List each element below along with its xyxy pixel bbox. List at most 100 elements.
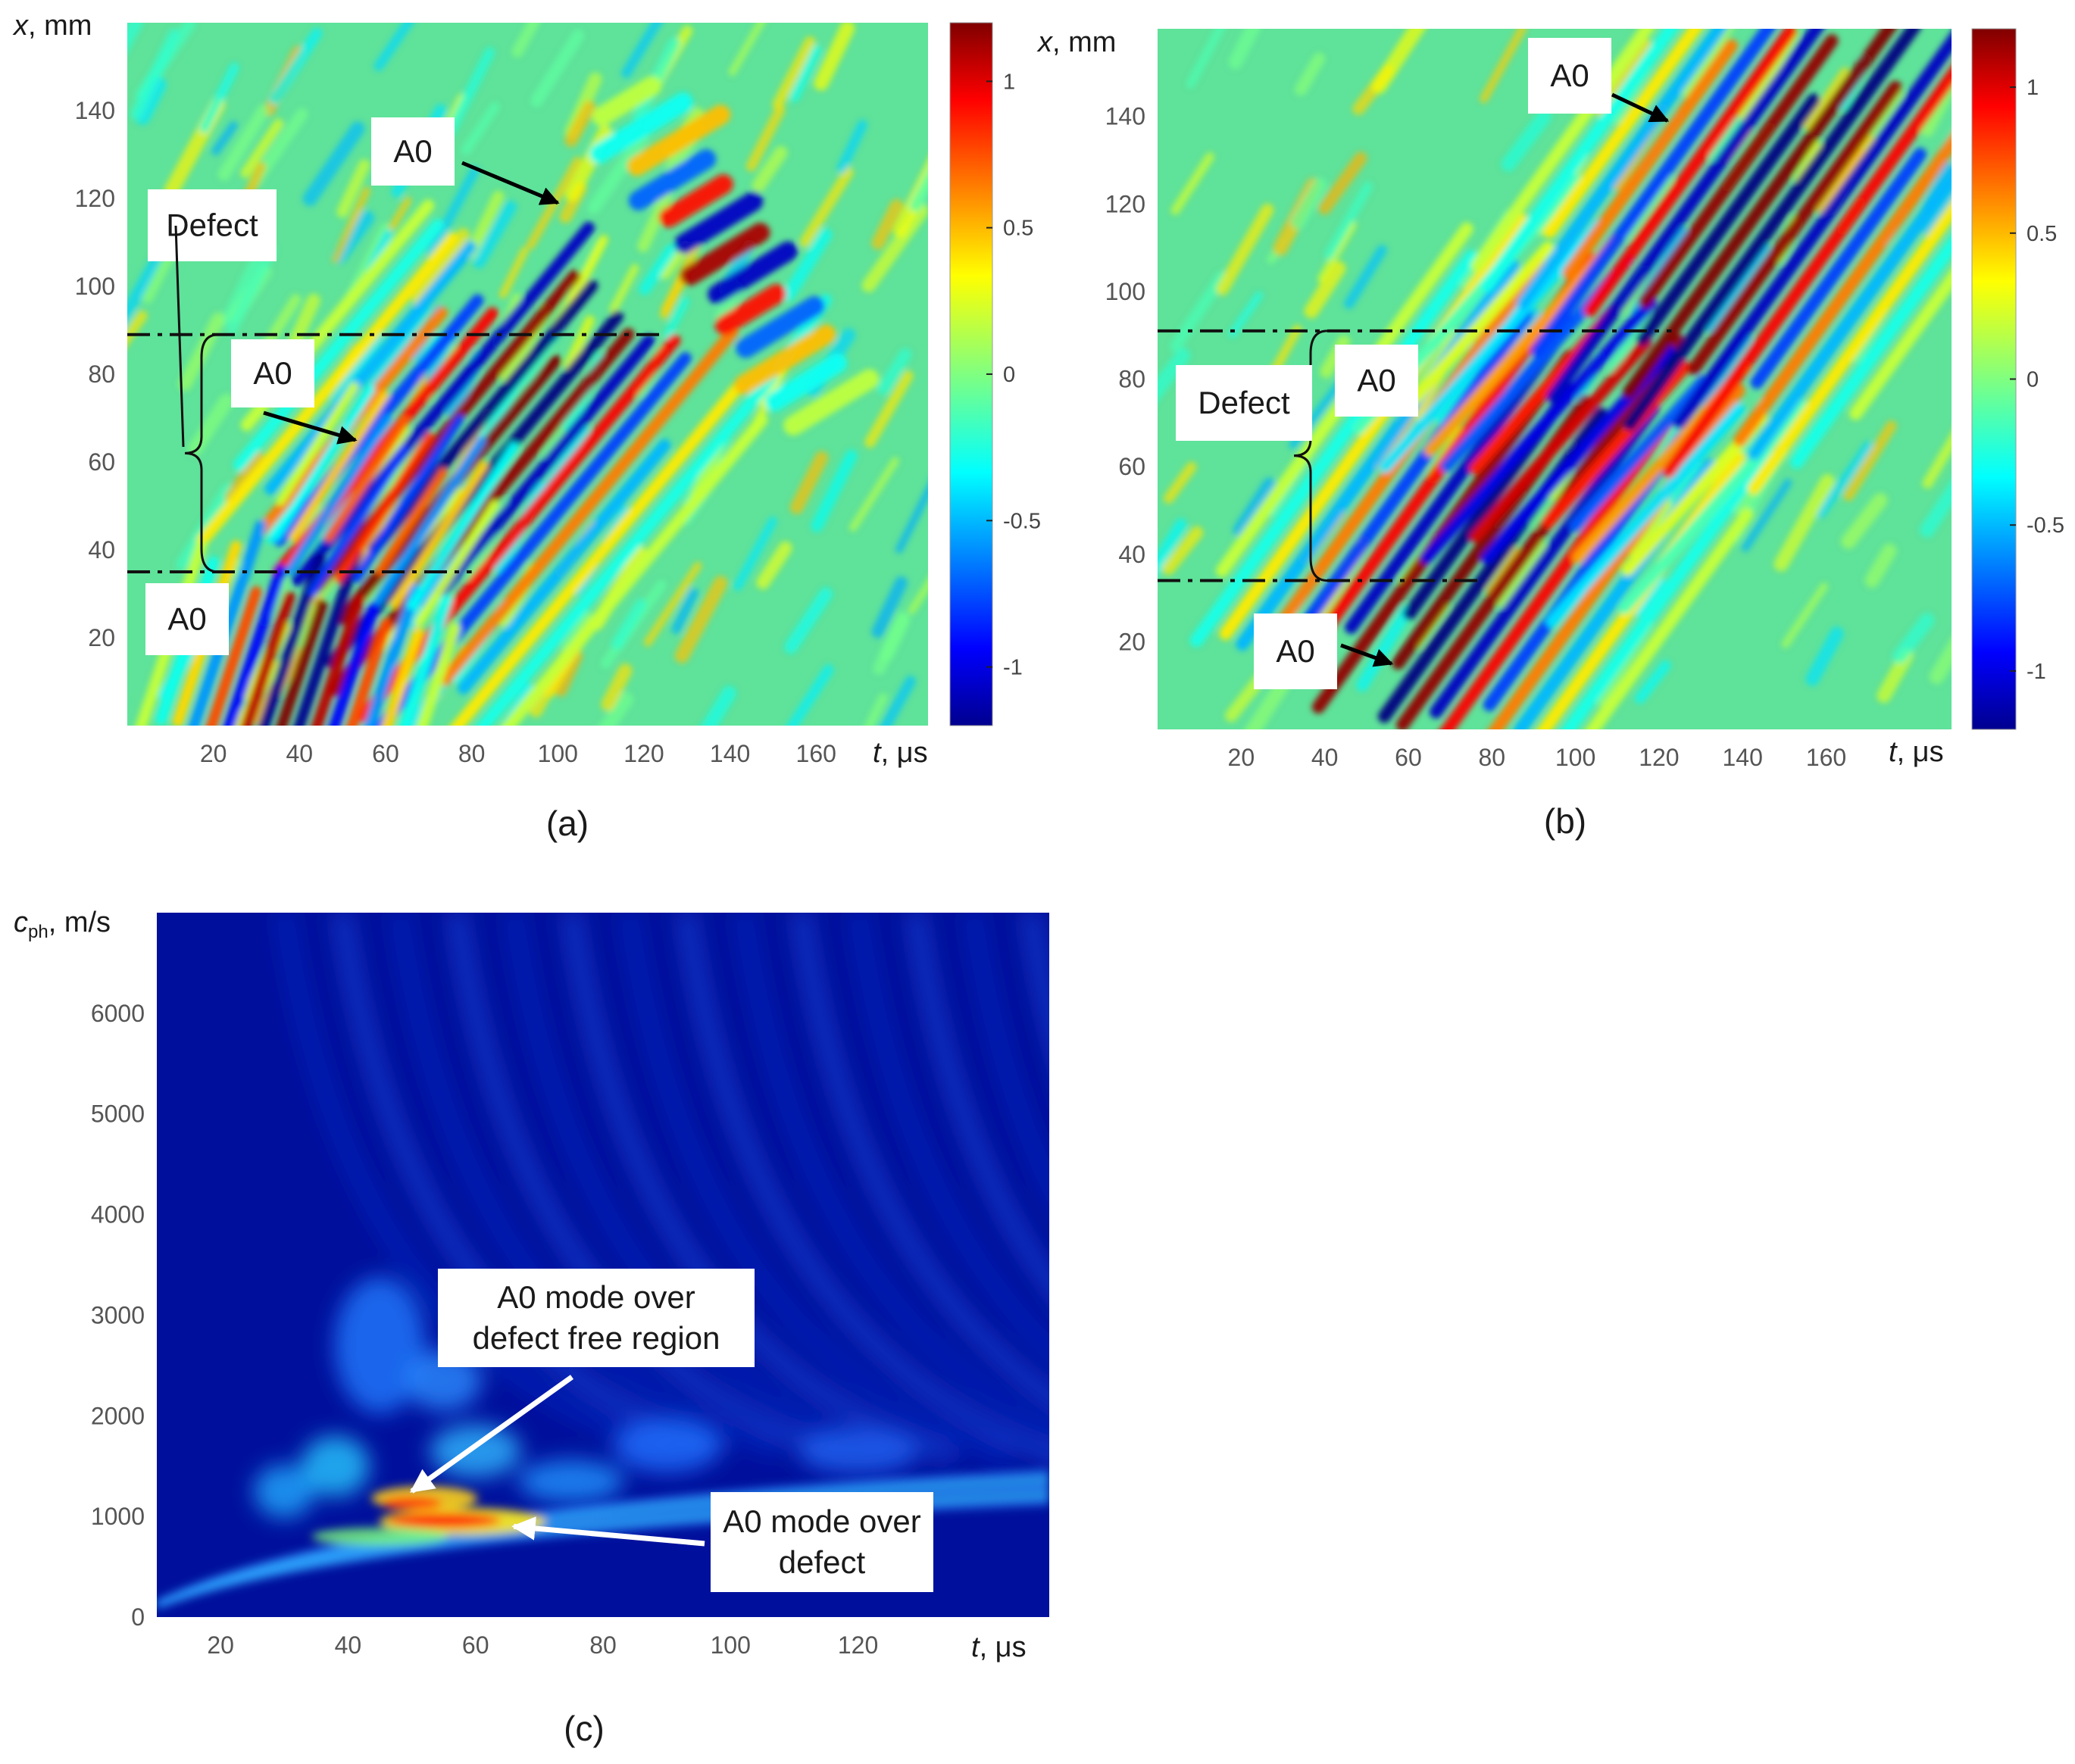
dispersion-curve [389, 913, 785, 1460]
panel-b-defect-brace [1293, 329, 1328, 582]
wave-stripe [269, 27, 323, 105]
panel-b-annotation-arrow [1340, 643, 1394, 667]
wave-stripe [663, 296, 690, 339]
wave-stripe [639, 244, 677, 295]
wave-stripe [352, 414, 464, 583]
panel-a-y-tick-label: 20 [88, 624, 115, 651]
panel-b-annotation-label-box [1335, 345, 1418, 417]
wave-stripe [627, 105, 731, 176]
wave-stripe [736, 295, 825, 358]
wave-stripe [1170, 271, 1228, 352]
wave-stripe [1635, 577, 1667, 618]
wave-stripe [674, 191, 764, 254]
panel-c-y-tick-label: 1000 [91, 1503, 145, 1530]
wave-stripe [1662, 65, 1952, 478]
wave-stripe [1741, 479, 1792, 552]
wave-stripe [848, 457, 899, 532]
wave-stripe [346, 618, 392, 726]
wave-stripe [643, 561, 702, 647]
wave-stripe [611, 598, 647, 650]
energy-blob [254, 1464, 315, 1518]
panel-c-annotation-arrow [511, 1516, 705, 1547]
panel-c: 0 1000 2000 3000 4000 5000 6000 20 40 60 80 100 120… [14, 907, 1049, 1748]
panel-b-x-tick-label: 140 [1723, 744, 1763, 771]
panel-c-x-ticks: 20 40 60 80 100 120 [207, 1631, 878, 1659]
wave-stripe [311, 593, 365, 726]
panel-c-y-tick-label: 2000 [91, 1402, 145, 1429]
wave-stripe [1920, 479, 1952, 538]
wave-stripe [332, 211, 375, 264]
wave-stripe [658, 174, 733, 228]
wave-stripe [671, 588, 699, 635]
wave-stripe [1561, 447, 1773, 729]
wave-stripe [199, 62, 239, 133]
wave-stripe [786, 664, 834, 726]
wave-stripe [375, 467, 448, 576]
wave-stripe [1773, 473, 1835, 572]
wave-stripe [1233, 477, 1277, 537]
wave-stripe [127, 247, 167, 325]
wave-stripe [217, 104, 270, 181]
wave-stripe [308, 445, 409, 597]
wave-stripe [476, 370, 779, 726]
wave-stripe [1430, 401, 1660, 719]
wave-stripe [1219, 213, 1529, 640]
wave-stripe [784, 587, 833, 654]
wave-stripe [728, 23, 766, 76]
wave-stripe [680, 223, 770, 286]
wave-stripe [1158, 518, 1187, 575]
wave-stripe [1815, 148, 1867, 214]
panel-b-y-tick-label: 80 [1118, 366, 1145, 393]
wave-stripe [398, 594, 453, 726]
hot-spot [381, 1496, 442, 1510]
hot-spot [311, 1527, 448, 1546]
wave-stripe [450, 382, 743, 726]
wave-stripe [601, 663, 633, 712]
panel-c-x-tick-label: 80 [589, 1631, 617, 1659]
wave-stripe [1841, 492, 1888, 549]
panel-c-annotation-label: A0 mode over [723, 1503, 920, 1539]
panel-b-y-tick-label: 40 [1118, 541, 1145, 568]
wave-stripe [1546, 29, 1824, 403]
wave-stripe [1922, 181, 1952, 236]
wave-stripe [628, 149, 717, 211]
panel-a-annotation-label: A0 [253, 355, 292, 391]
wave-stripe [276, 382, 359, 506]
panel-a-x-ticks: 20 40 60 80 100 120 140 160 [200, 740, 836, 767]
panel-b-y-tick-label: 140 [1105, 103, 1145, 130]
panel-b-annotations: A0 A0 Defect A0 [1158, 38, 1672, 689]
panel-a-annotation-arrow [263, 411, 358, 445]
wave-stripe [880, 613, 911, 662]
panel-a: 20 40 60 80 100 120 140 20 40 60 80 100 120 140 160 1… [12, 10, 1041, 843]
wave-stripe [1228, 29, 1261, 70]
panel-a-colorbar-ticks: 1 0.5 0 -0.5 -1 [986, 70, 1041, 680]
wave-stripe [561, 611, 592, 652]
wave-stripe [1318, 151, 1367, 215]
wave-stripe [324, 415, 410, 543]
panel-a-annotations: A0 Defect A0 A0 [127, 117, 666, 655]
wave-stripe [336, 159, 370, 218]
panel-a-x-tick-label: 120 [623, 740, 664, 767]
panel-c-x-tick-label: 100 [711, 1631, 751, 1659]
wave-stripe [1704, 242, 1770, 333]
wave-stripe [1244, 673, 1293, 729]
panel-c-annotation-label: A0 mode over [497, 1279, 695, 1315]
wave-stripe [1892, 613, 1935, 663]
wave-stripe [864, 370, 914, 448]
energy-blob [334, 1277, 426, 1414]
wave-stripe [389, 461, 489, 609]
wave-stripe [1636, 93, 1820, 346]
wave-stripe [223, 564, 287, 726]
panel-a-x-tick-label: 80 [458, 740, 486, 767]
panel-b-y-tick-label: 100 [1105, 278, 1145, 305]
panel-a-x-tick-label: 20 [200, 740, 227, 767]
panel-b-x-tick-label: 100 [1555, 744, 1595, 771]
panel-c-annotation-arrow [410, 1375, 574, 1494]
wave-stripe [1545, 402, 1745, 628]
wave-stripe [789, 451, 829, 514]
wave-stripe [1304, 261, 1346, 319]
panel-b-annotation-label: A0 [1276, 633, 1314, 669]
panel-a-y-tick-label: 60 [88, 448, 115, 476]
wave-stripe [1495, 539, 1546, 607]
panel-c-y-tick-label: 3000 [91, 1301, 145, 1328]
